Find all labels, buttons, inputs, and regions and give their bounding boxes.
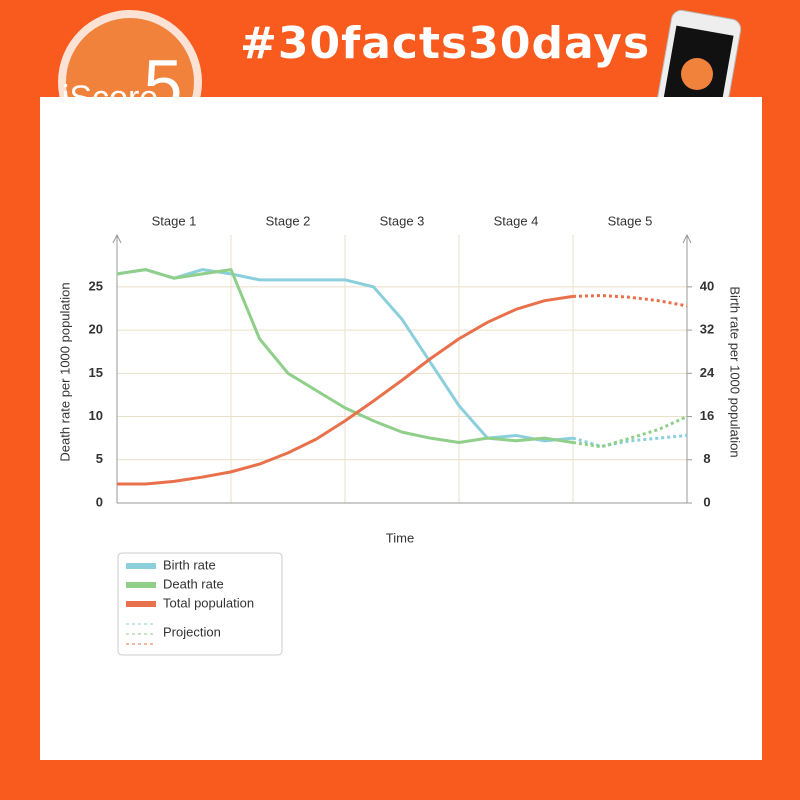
projection-line [572, 294, 688, 308]
y-tick-label: 20 [89, 322, 103, 337]
legend-label: Projection [163, 624, 221, 639]
y-axis-label: Death rate per 1000 population [57, 282, 72, 461]
y2-tick-label: 8 [703, 451, 710, 466]
projection-line [572, 415, 688, 449]
y2-axis-label: Birth rate per 1000 population [728, 286, 743, 457]
y-tick-label: 15 [89, 365, 103, 380]
projection-line [572, 433, 688, 448]
y2-tick-label: 32 [700, 322, 714, 337]
phone-logo [681, 58, 713, 90]
y-tick-label: 0 [96, 494, 103, 509]
legend-swatch [126, 601, 156, 607]
y2-tick-label: 16 [700, 408, 714, 423]
y2-tick-label: 0 [703, 494, 710, 509]
y-tick-label: 25 [89, 278, 103, 293]
stage-label: Stage 3 [380, 213, 425, 228]
stage-label: Stage 4 [494, 213, 539, 228]
stage-label: Stage 5 [608, 213, 653, 228]
y2-tick-label: 40 [700, 278, 714, 293]
x-axis-label: Time [386, 530, 414, 545]
y2-tick-label: 24 [700, 365, 715, 380]
y-tick-label: 10 [89, 408, 103, 423]
y-tick-label: 5 [96, 451, 103, 466]
legend-label: Birth rate [163, 557, 216, 572]
legend-swatch [126, 563, 156, 569]
legend-label: Total population [163, 595, 254, 610]
hashtag: #30facts30days [240, 18, 651, 69]
stage-label: Stage 1 [152, 213, 197, 228]
series-line [117, 294, 574, 486]
legend-label: Death rate [163, 576, 224, 591]
legend-swatch [126, 582, 156, 588]
series-line [116, 268, 574, 444]
series-line [116, 268, 574, 443]
stage-label: Stage 2 [266, 213, 311, 228]
legend-box [117, 552, 283, 656]
axis-arrow [112, 233, 122, 244]
axis-arrow [682, 233, 692, 244]
